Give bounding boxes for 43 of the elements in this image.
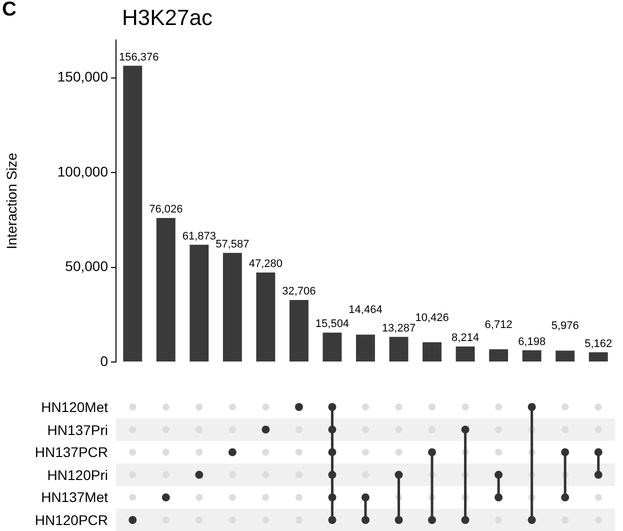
bar — [156, 218, 176, 362]
bar — [190, 244, 209, 362]
data-label: 8,214 — [452, 332, 480, 344]
y-tick-label: 50,000 — [65, 258, 108, 274]
bar — [556, 350, 575, 362]
data-label: 5,976 — [551, 320, 579, 332]
bar — [289, 300, 308, 362]
data-label: 13,287 — [382, 322, 416, 334]
text: HN120Pri — [46, 466, 108, 483]
y-axis-title: Interaction Size — [3, 152, 20, 250]
data-label: 57,587 — [216, 238, 250, 250]
data-label: 15,504 — [315, 318, 350, 330]
data-label: 32,706 — [282, 286, 316, 298]
data-label: 6,712 — [484, 318, 512, 331]
data-label: 47,280 — [248, 258, 283, 270]
text: HN137Met — [40, 489, 108, 506]
bar — [322, 332, 342, 362]
bar — [123, 66, 142, 362]
bar — [256, 272, 276, 362]
bar — [522, 350, 542, 362]
y-tick-label: 0 — [100, 352, 108, 369]
data-label: 76,026 — [149, 204, 183, 216]
bar — [588, 352, 608, 362]
text: HN137Pri — [46, 422, 108, 438]
bar — [389, 336, 408, 362]
bar — [222, 252, 242, 362]
data-label: 14,464 — [348, 304, 382, 316]
text: HN120Met — [40, 399, 108, 415]
text: HN137PCR — [34, 444, 108, 460]
data-label: 6,198 — [518, 336, 546, 348]
y-tick-label: 150,000 — [57, 68, 108, 85]
data-label: 5,162 — [584, 338, 612, 350]
data-label: 156,376 — [119, 51, 159, 64]
data-label: 61,873 — [182, 230, 216, 242]
bar — [422, 342, 442, 362]
text: C — [2, 0, 16, 21]
text: HN120PCR — [34, 512, 108, 528]
chart-title: H3K27ac — [122, 5, 213, 30]
bar — [489, 349, 508, 362]
data-label: 10,426 — [415, 312, 449, 324]
bar — [356, 334, 375, 362]
y-tick-label: 100,000 — [57, 163, 108, 180]
bar — [456, 346, 475, 362]
